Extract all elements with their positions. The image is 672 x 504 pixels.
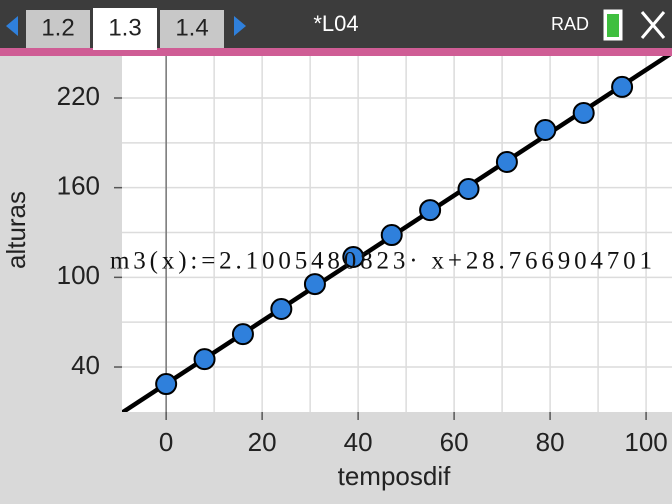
x-tick-label: 0 [159,427,173,457]
tab-prev[interactable] [6,16,18,36]
point [572,101,595,124]
tab-strip [0,48,672,56]
x-tick-label: 20 [248,427,277,457]
mode: RAD [551,14,589,34]
tab-label: 1.4 [175,14,208,41]
tab-label: 1.2 [41,14,74,41]
y-tick-label: 220 [57,81,100,111]
tab[interactable] [26,10,90,48]
tab-label: 1.3 [108,14,141,41]
x-tick-label: 80 [536,427,565,457]
point [611,75,634,98]
tab[interactable] [160,10,224,48]
fit-label: m3(x):=2.1005480823· x+28.766904701 [110,248,652,275]
point [270,298,293,321]
close[interactable] [640,11,666,39]
point [231,323,254,346]
tab[interactable] [93,8,157,50]
y-axis-label: alturas [1,191,31,269]
point [419,199,442,222]
x-tick-label: 100 [624,427,667,457]
point [380,224,403,247]
x-tick-label: 60 [440,427,469,457]
tab-next[interactable] [234,16,246,36]
x-tick-label: 40 [344,427,373,457]
point [457,178,480,201]
document-title: *L04 [313,11,358,36]
point [342,246,365,269]
y-tick-label: 40 [71,350,100,380]
point [495,150,518,173]
battery-level [607,14,619,37]
x-axis-label: temposdif [338,461,451,491]
point [155,373,178,396]
point [303,273,326,296]
point [534,118,557,141]
y-tick-label: 160 [57,171,100,201]
y-tick-label: 100 [57,260,100,290]
point [193,348,216,371]
